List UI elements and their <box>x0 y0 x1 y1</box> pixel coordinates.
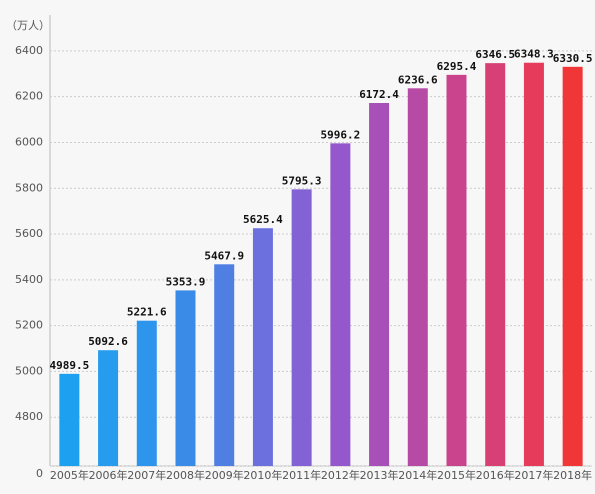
y-tick-label: 6000 <box>15 135 43 148</box>
y-unit: （万人） <box>6 19 50 32</box>
bar <box>523 62 544 466</box>
value-label: 5795.3 <box>282 174 322 187</box>
bar <box>214 264 235 466</box>
bar <box>330 143 351 466</box>
x-tick-label: 2013年 <box>360 468 399 482</box>
value-label: 4989.5 <box>49 359 89 372</box>
value-label: 6172.4 <box>359 88 399 101</box>
x-tick-label: 2007年 <box>127 468 166 482</box>
bar <box>446 74 467 467</box>
value-label: 5996.2 <box>320 128 360 141</box>
x-tick-label: 2015年 <box>437 468 476 482</box>
y-tick-label: 5200 <box>15 319 43 332</box>
bar <box>175 290 196 466</box>
bar <box>98 350 119 466</box>
bar <box>407 88 428 466</box>
x-tick-label: 2012年 <box>321 468 360 482</box>
y-tick-label: 6400 <box>15 44 43 57</box>
value-label: 5625.4 <box>243 213 283 226</box>
x-tick-label: 2018年 <box>553 468 592 482</box>
bar <box>369 103 390 466</box>
value-label: 6236.6 <box>398 73 438 86</box>
y-tick-label: 5400 <box>15 273 43 286</box>
value-label: 6348.3 <box>514 48 554 61</box>
bar <box>485 63 506 466</box>
x-tick-label: 2005年 <box>50 468 89 482</box>
value-label: 6295.4 <box>437 60 477 73</box>
y-tick-label: 5000 <box>15 364 43 377</box>
x-tick-label: 2006年 <box>89 468 128 482</box>
value-label: 5467.9 <box>204 249 244 262</box>
bar <box>136 320 157 466</box>
y-tick-label: 5600 <box>15 227 43 240</box>
bar <box>59 373 80 466</box>
x-tick-label: 2014年 <box>398 468 437 482</box>
y-tick-label: 0 <box>36 467 43 480</box>
y-tick-label: 4800 <box>15 410 43 423</box>
y-tick-label: 6200 <box>15 90 43 103</box>
bar <box>562 66 583 466</box>
x-tick-label: 2017年 <box>514 468 553 482</box>
bar <box>252 228 273 466</box>
x-tick-label: 2010年 <box>243 468 282 482</box>
x-tick-label: 2016年 <box>476 468 515 482</box>
value-label: 6330.5 <box>553 52 593 65</box>
value-label: 5092.6 <box>88 335 128 348</box>
value-label: 5353.9 <box>166 275 206 288</box>
value-label: 5221.6 <box>127 306 167 319</box>
x-tick-label: 2011年 <box>282 468 321 482</box>
bar <box>291 189 312 466</box>
x-tick-label: 2008年 <box>166 468 205 482</box>
y-tick-label: 5800 <box>15 181 43 194</box>
x-tick-label: 2009年 <box>205 468 244 482</box>
value-label: 6346.5 <box>475 48 515 61</box>
